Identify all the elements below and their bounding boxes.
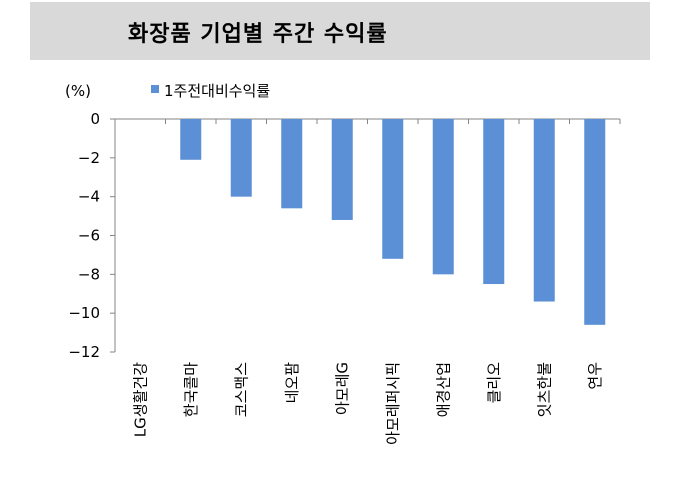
category-label: 클리오 (485, 362, 503, 404)
bar-5 (382, 119, 404, 259)
category-label: 한국콜마 (182, 362, 200, 417)
bar-1 (180, 119, 202, 160)
category-label: 아모레퍼시픽 (384, 362, 402, 445)
bar-8 (533, 119, 555, 302)
category-label: 네오팜 (283, 362, 301, 404)
category-label: LG생활건강 (131, 362, 149, 437)
bar-6 (432, 119, 454, 275)
bar-3 (281, 119, 303, 209)
y-tick-label: 0 (90, 110, 100, 128)
category-label: 코스맥스 (232, 362, 250, 417)
category-label: 아모레G (333, 362, 351, 415)
category-label: 잇츠한불 (535, 362, 553, 417)
bar-9 (584, 119, 606, 325)
y-unit-label: (%) (65, 82, 91, 100)
y-tick-label: −8 (78, 265, 100, 283)
category-label: 애경산업 (434, 362, 452, 417)
bar-2 (230, 119, 252, 197)
y-tick-label: −6 (78, 227, 100, 245)
legend-label: 1주전대비수익률 (164, 82, 270, 100)
y-tick-label: −4 (78, 188, 100, 206)
chart-title: 화장품 기업별 주간 수익률 (128, 22, 388, 47)
y-tick-label: −12 (68, 343, 100, 361)
category-label: 연우 (586, 362, 604, 390)
bar-4 (331, 119, 353, 220)
y-tick-label: −2 (78, 149, 100, 167)
title-band: 화장품 기업별 주간 수익률 (30, 2, 650, 60)
bar-7 (483, 119, 505, 285)
legend-swatch (151, 85, 159, 93)
y-tick-label: −10 (68, 304, 100, 322)
